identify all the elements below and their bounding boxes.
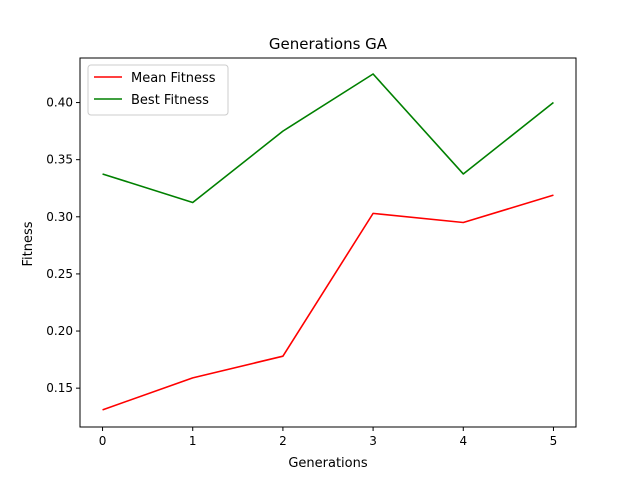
y-tick-label: 0.20 <box>46 324 73 338</box>
y-axis: 0.15 0.20 0.25 0.30 0.35 0.40 <box>46 96 80 395</box>
x-tick-label: 3 <box>369 434 377 448</box>
x-axis: 0 1 2 3 4 5 <box>99 427 558 448</box>
y-tick-label: 0.25 <box>46 267 73 281</box>
legend: Mean Fitness Best Fitness <box>87 64 229 116</box>
mean-fitness-line <box>102 194 554 411</box>
y-tick-label: 0.40 <box>46 96 73 110</box>
x-tick-label: 1 <box>189 434 197 448</box>
best-fitness-line <box>102 73 554 204</box>
legend-label-mean-fitness: Mean Fitness <box>131 71 216 86</box>
x-axis-label: Generations <box>288 456 368 471</box>
x-tick-label: 2 <box>279 434 287 448</box>
x-tick-label: 4 <box>459 434 467 448</box>
legend-label-best-fitness: Best Fitness <box>131 93 209 108</box>
y-tick-label: 0.35 <box>46 153 73 167</box>
y-tick-label: 0.30 <box>46 210 73 224</box>
legend-box <box>87 64 229 116</box>
axes-frame <box>79 57 577 428</box>
series-lines <box>102 73 554 411</box>
y-axis-label: Fitness <box>21 221 36 266</box>
x-tick-label: 0 <box>99 434 107 448</box>
chart-title: Generations GA <box>269 35 388 53</box>
y-tick-label: 0.15 <box>46 381 73 395</box>
x-tick-label: 5 <box>550 434 558 448</box>
